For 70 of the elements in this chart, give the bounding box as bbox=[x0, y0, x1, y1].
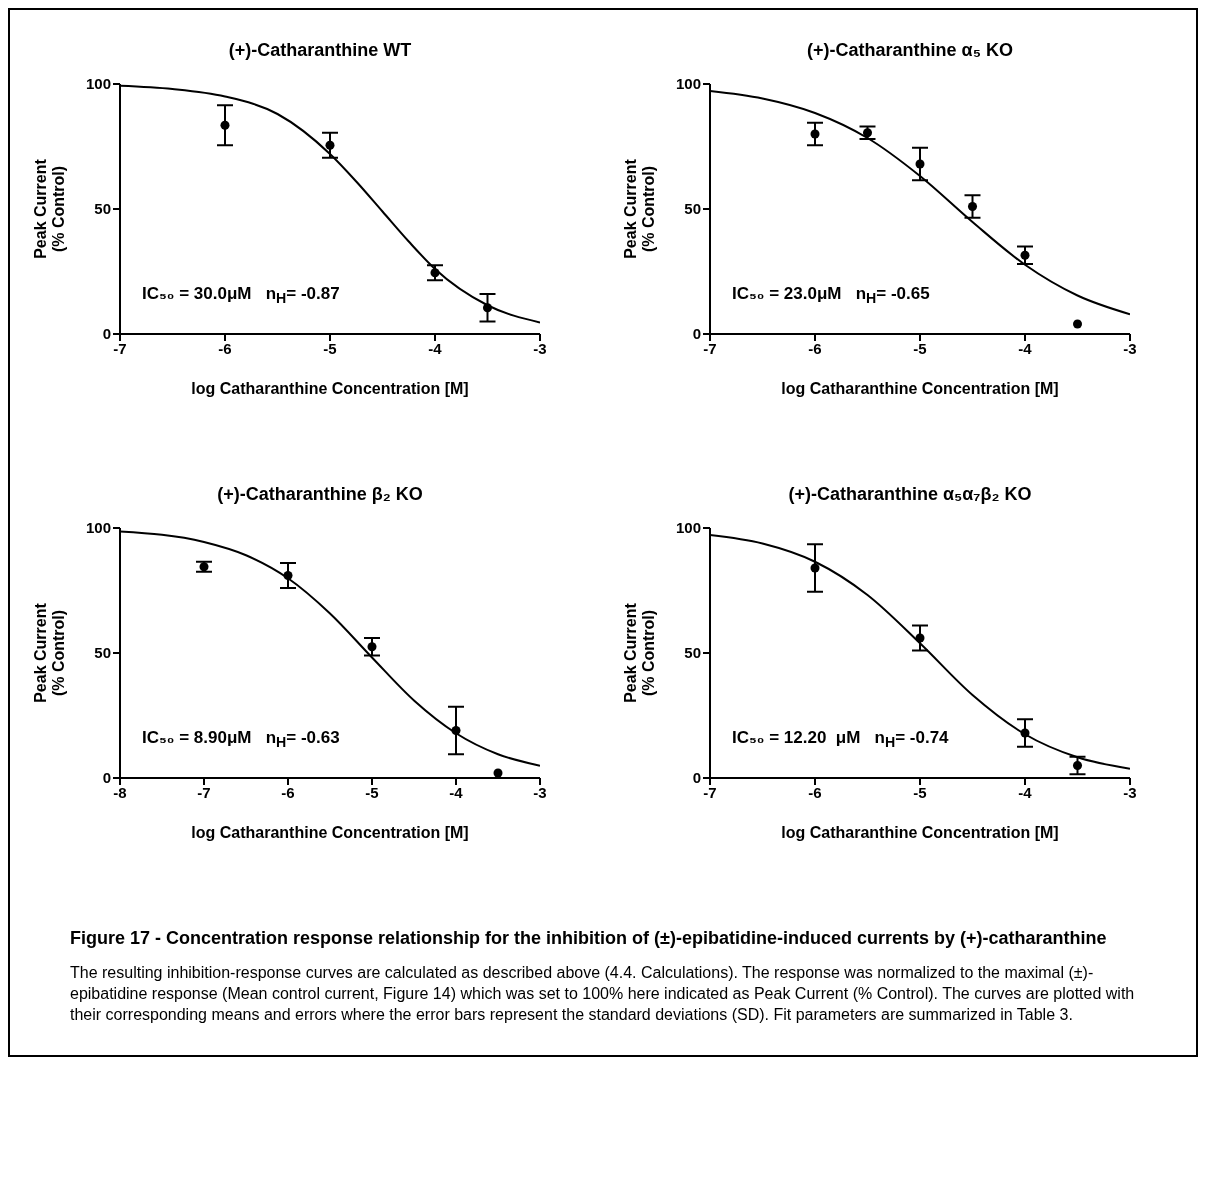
x-tick-label: -7 bbox=[703, 783, 717, 801]
x-tick-label: -5 bbox=[323, 339, 337, 357]
point bbox=[1020, 250, 1030, 260]
y-tick-label: 50 bbox=[684, 200, 701, 218]
x-tick-label: -3 bbox=[1123, 783, 1137, 801]
x-tick-label: -4 bbox=[449, 783, 464, 801]
caption: Figure 17 - Concentration response relationship for the inhibition of (±)-epibatidine-induced currents by (+)-catharanthine bbox=[70, 928, 1108, 949]
y-tick-label: 50 bbox=[94, 644, 111, 662]
point bbox=[967, 201, 978, 212]
x-axis-title: log Catharanthine Concentration [M] bbox=[781, 824, 1059, 841]
point bbox=[325, 140, 335, 150]
point bbox=[220, 120, 230, 130]
y-axis-title: Peak Current (% Control) bbox=[31, 159, 68, 259]
x-tick-label: -5 bbox=[365, 783, 379, 801]
x-tick-label: -7 bbox=[703, 339, 717, 357]
x-tick-label: -7 bbox=[113, 339, 127, 357]
point bbox=[283, 570, 293, 581]
point bbox=[810, 563, 820, 573]
chart-title: (+)-Catharanthine WT bbox=[227, 40, 413, 62]
chart-title: (+)-Catharanthine α₅α₇β₂ KO bbox=[787, 484, 1033, 506]
point bbox=[1020, 728, 1030, 738]
point bbox=[1072, 760, 1083, 771]
y-tick-label: 100 bbox=[85, 75, 111, 93]
y-tick-label: 0 bbox=[102, 325, 111, 343]
y-tick-label: 0 bbox=[102, 769, 111, 787]
annotation: IC₅₀ = 23.0μM n$_{H}$= -0.65 bbox=[732, 284, 930, 307]
y-axis-title: Peak Current (% Control) bbox=[31, 603, 68, 703]
x-axis-title: log Catharanthine Concentration [M] bbox=[191, 380, 469, 397]
point bbox=[493, 768, 503, 778]
text: The resulting inhibition-response curves are calculated as described above (4.4. Calculations). The response was normalized to the maximal (±)-epibatidine response (Mean control current, Figure 14) which was set to 100% here indicated as Peak Current (% Control). The curves are plotted with their corresponding means and errors where the error bars represent the standard deviations (SD). Fit parameters are summarized in Table 3. bbox=[70, 963, 1136, 1025]
point bbox=[430, 268, 440, 278]
x-tick-label: -4 bbox=[1018, 339, 1033, 357]
x-tick-label: -3 bbox=[1123, 339, 1137, 357]
x-tick-label: -4 bbox=[428, 339, 443, 357]
x-axis-title: log Catharanthine Concentration [M] bbox=[191, 824, 469, 841]
y-tick-label: 0 bbox=[692, 769, 701, 787]
y-axis-title: Peak Current (% Control) bbox=[621, 603, 658, 703]
x-tick-label: -6 bbox=[218, 339, 232, 357]
point bbox=[367, 642, 377, 652]
point bbox=[915, 633, 925, 643]
x-tick-label: -7 bbox=[197, 783, 211, 801]
x-tick-label: -6 bbox=[281, 783, 295, 801]
y-tick-label: 0 bbox=[692, 325, 701, 343]
annotation: IC₅₀ = 30.0μM n$_{H}$= -0.87 bbox=[142, 284, 340, 307]
x-tick-label: -6 bbox=[808, 783, 822, 801]
point bbox=[862, 128, 873, 138]
x-tick-label: -6 bbox=[808, 339, 822, 357]
point bbox=[1072, 319, 1083, 329]
x-tick-label: -5 bbox=[913, 783, 927, 801]
point bbox=[810, 129, 820, 139]
x-tick-label: -5 bbox=[913, 339, 927, 357]
point bbox=[915, 159, 925, 169]
x-tick-label: -4 bbox=[1018, 783, 1033, 801]
x-tick-label: -3 bbox=[533, 339, 547, 357]
y-tick-label: 100 bbox=[675, 75, 701, 93]
x-tick-label: -3 bbox=[533, 783, 547, 801]
y-tick-label: 100 bbox=[85, 519, 111, 537]
chart-title: (+)-Catharanthine β₂ KO bbox=[216, 484, 424, 506]
y-tick-label: 50 bbox=[94, 200, 111, 218]
annotation: IC₅₀ = 8.90μM n$_{H}$= -0.63 bbox=[142, 728, 340, 751]
x-tick-label: -8 bbox=[113, 783, 127, 801]
x-axis-title: log Catharanthine Concentration [M] bbox=[781, 380, 1059, 397]
y-tick-label: 50 bbox=[684, 644, 701, 662]
y-tick-label: 100 bbox=[675, 519, 701, 537]
annotation: IC₅₀ = 12.20 μM n$_{H}$= -0.74 bbox=[732, 728, 949, 751]
point bbox=[199, 562, 209, 572]
chart-title: (+)-Catharanthine α₅ KO bbox=[806, 40, 1014, 62]
y-axis-title: Peak Current (% Control) bbox=[621, 159, 658, 259]
point bbox=[482, 303, 493, 313]
point bbox=[451, 725, 461, 736]
